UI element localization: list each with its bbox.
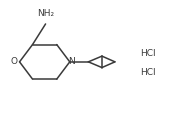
Text: N: N bbox=[68, 57, 75, 66]
Text: O: O bbox=[10, 57, 17, 66]
Text: HCl: HCl bbox=[140, 49, 156, 58]
Text: NH₂: NH₂ bbox=[37, 9, 54, 18]
Text: HCl: HCl bbox=[140, 68, 156, 77]
